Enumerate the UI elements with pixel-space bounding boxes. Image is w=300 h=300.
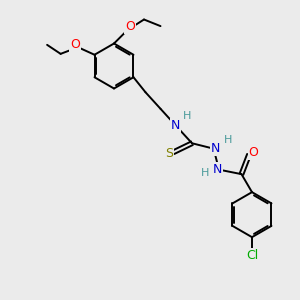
Text: H: H <box>200 168 209 178</box>
Text: S: S <box>165 147 173 160</box>
Text: H: H <box>224 135 232 145</box>
Text: O: O <box>70 38 80 51</box>
Text: H: H <box>183 111 191 121</box>
Text: O: O <box>248 146 258 159</box>
Text: Cl: Cl <box>246 249 258 262</box>
Text: N: N <box>213 163 222 176</box>
Text: N: N <box>210 142 220 155</box>
Text: N: N <box>171 119 180 132</box>
Text: O: O <box>125 20 135 34</box>
